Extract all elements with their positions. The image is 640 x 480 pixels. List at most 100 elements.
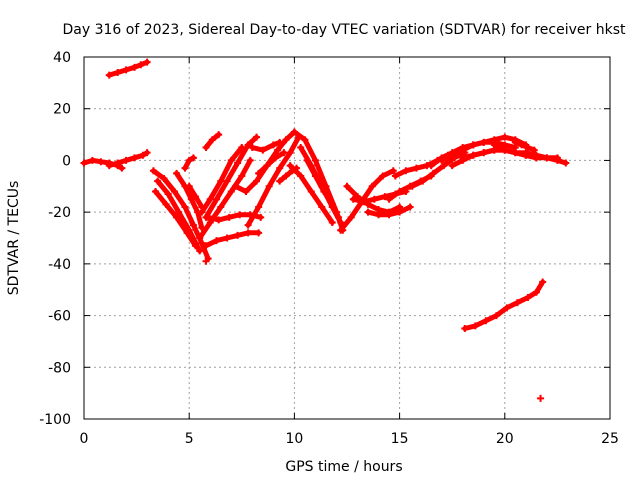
data-point xyxy=(122,66,130,74)
data-point xyxy=(532,288,540,296)
data-point xyxy=(208,136,216,144)
data-point xyxy=(448,162,456,170)
data-point xyxy=(217,177,225,185)
data-point xyxy=(320,187,328,195)
y-tick-label: -60 xyxy=(48,309,71,325)
data-point xyxy=(530,146,538,154)
data-point xyxy=(225,213,233,221)
x-tick-label: 25 xyxy=(601,431,619,447)
data-point xyxy=(391,172,399,180)
data-point xyxy=(379,172,387,180)
data-point xyxy=(265,182,273,190)
data-point xyxy=(105,71,113,79)
data-point xyxy=(130,154,138,162)
data-point xyxy=(282,172,290,180)
series-track-18 xyxy=(255,149,288,177)
data-point xyxy=(173,169,181,177)
data-point xyxy=(522,151,530,159)
grid-lines xyxy=(84,57,610,419)
data-point xyxy=(389,167,397,175)
data-point xyxy=(253,133,261,141)
data-point xyxy=(263,162,271,170)
data-point xyxy=(143,149,151,157)
data-point xyxy=(440,162,448,170)
data-point xyxy=(385,195,393,203)
data-point xyxy=(501,146,509,154)
series-track-06 xyxy=(152,187,200,250)
data-point xyxy=(189,221,197,229)
data-point xyxy=(231,182,239,190)
data-point xyxy=(187,195,195,203)
data-point xyxy=(419,177,427,185)
data-point xyxy=(255,169,263,177)
data-point xyxy=(223,234,231,242)
data-point xyxy=(244,141,252,149)
series-track-16 xyxy=(231,128,298,195)
series-track-03 xyxy=(105,58,151,79)
data-point xyxy=(539,278,547,286)
data-point xyxy=(137,61,145,69)
y-tick-labels: -100 -80 -60 -40 -20 0 20 40 xyxy=(39,50,71,428)
data-point xyxy=(198,239,206,247)
data-point xyxy=(471,322,479,330)
data-point xyxy=(524,293,532,301)
data-point xyxy=(183,229,191,237)
x-tick-label: 5 xyxy=(185,431,194,447)
data-point xyxy=(459,154,467,162)
series-track-13 xyxy=(202,229,263,250)
series-track-12 xyxy=(198,144,246,216)
data-point xyxy=(276,138,284,146)
data-point xyxy=(347,213,355,221)
data-point xyxy=(143,58,151,66)
y-tick-label: -40 xyxy=(48,257,71,273)
x-tick-label: 10 xyxy=(285,431,303,447)
data-point xyxy=(501,133,509,141)
series-line xyxy=(462,279,546,331)
data-point xyxy=(511,138,519,146)
plot-frame xyxy=(83,56,611,420)
data-point xyxy=(215,216,223,224)
data-point xyxy=(234,159,242,167)
data-point xyxy=(118,164,126,172)
series-track-31 xyxy=(408,149,469,190)
data-point xyxy=(196,234,204,242)
data-point xyxy=(461,325,469,332)
data-point xyxy=(175,208,183,216)
data-point xyxy=(406,203,414,211)
series-track-02 xyxy=(105,149,151,170)
data-point xyxy=(97,158,105,166)
data-point xyxy=(311,156,319,164)
data-point xyxy=(427,162,435,170)
data-point xyxy=(276,177,284,185)
series-track-19 xyxy=(248,138,284,154)
data-point xyxy=(480,149,488,157)
data-point xyxy=(114,69,122,77)
data-point xyxy=(396,187,404,195)
data-point xyxy=(301,136,309,144)
series-track-23 xyxy=(303,156,343,221)
data-point xyxy=(490,141,498,149)
data-point xyxy=(511,149,519,157)
data-point xyxy=(234,231,242,239)
series-line xyxy=(197,157,253,241)
series-track-24 xyxy=(286,162,336,226)
data-point xyxy=(375,211,383,219)
data-point xyxy=(242,187,250,195)
data-point xyxy=(328,218,336,226)
y-tick-label: -20 xyxy=(48,205,71,221)
data-point xyxy=(189,154,197,162)
data-point xyxy=(364,208,372,216)
data-point xyxy=(562,159,570,167)
data-point xyxy=(215,131,223,139)
series-line xyxy=(256,150,287,176)
data-point xyxy=(518,141,526,149)
data-point xyxy=(162,200,170,208)
data-point xyxy=(202,242,210,250)
data-point xyxy=(257,213,265,221)
data-point xyxy=(185,182,193,190)
series-track-15 xyxy=(202,131,223,151)
data-point xyxy=(122,156,130,164)
series-track-25 xyxy=(337,167,397,234)
series-line xyxy=(203,134,259,220)
data-point xyxy=(154,177,162,185)
